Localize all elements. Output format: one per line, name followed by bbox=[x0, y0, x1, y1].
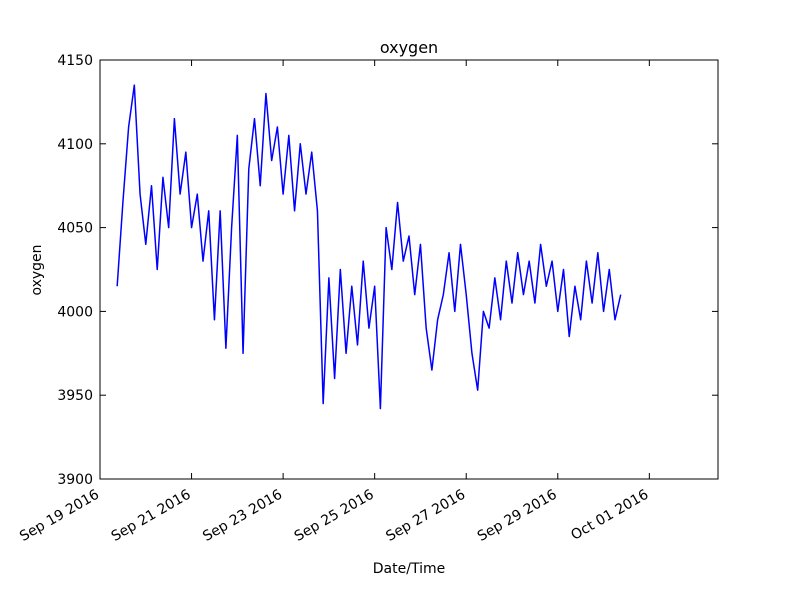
y-tick-label: 4000 bbox=[57, 304, 93, 320]
y-tick-label: 3950 bbox=[57, 388, 93, 404]
plot-frame bbox=[99, 59, 719, 480]
y-tick-label: 3900 bbox=[57, 472, 93, 488]
chart-title: oxygen bbox=[380, 38, 438, 57]
y-tick-label: 4150 bbox=[57, 53, 93, 69]
y-tick-label: 4100 bbox=[57, 137, 93, 153]
data-line bbox=[116, 84, 622, 410]
x-axis-label: Date/Time bbox=[373, 561, 445, 577]
y-axis-label: oxygen bbox=[29, 244, 45, 295]
y-tick-label: 4050 bbox=[57, 221, 93, 237]
